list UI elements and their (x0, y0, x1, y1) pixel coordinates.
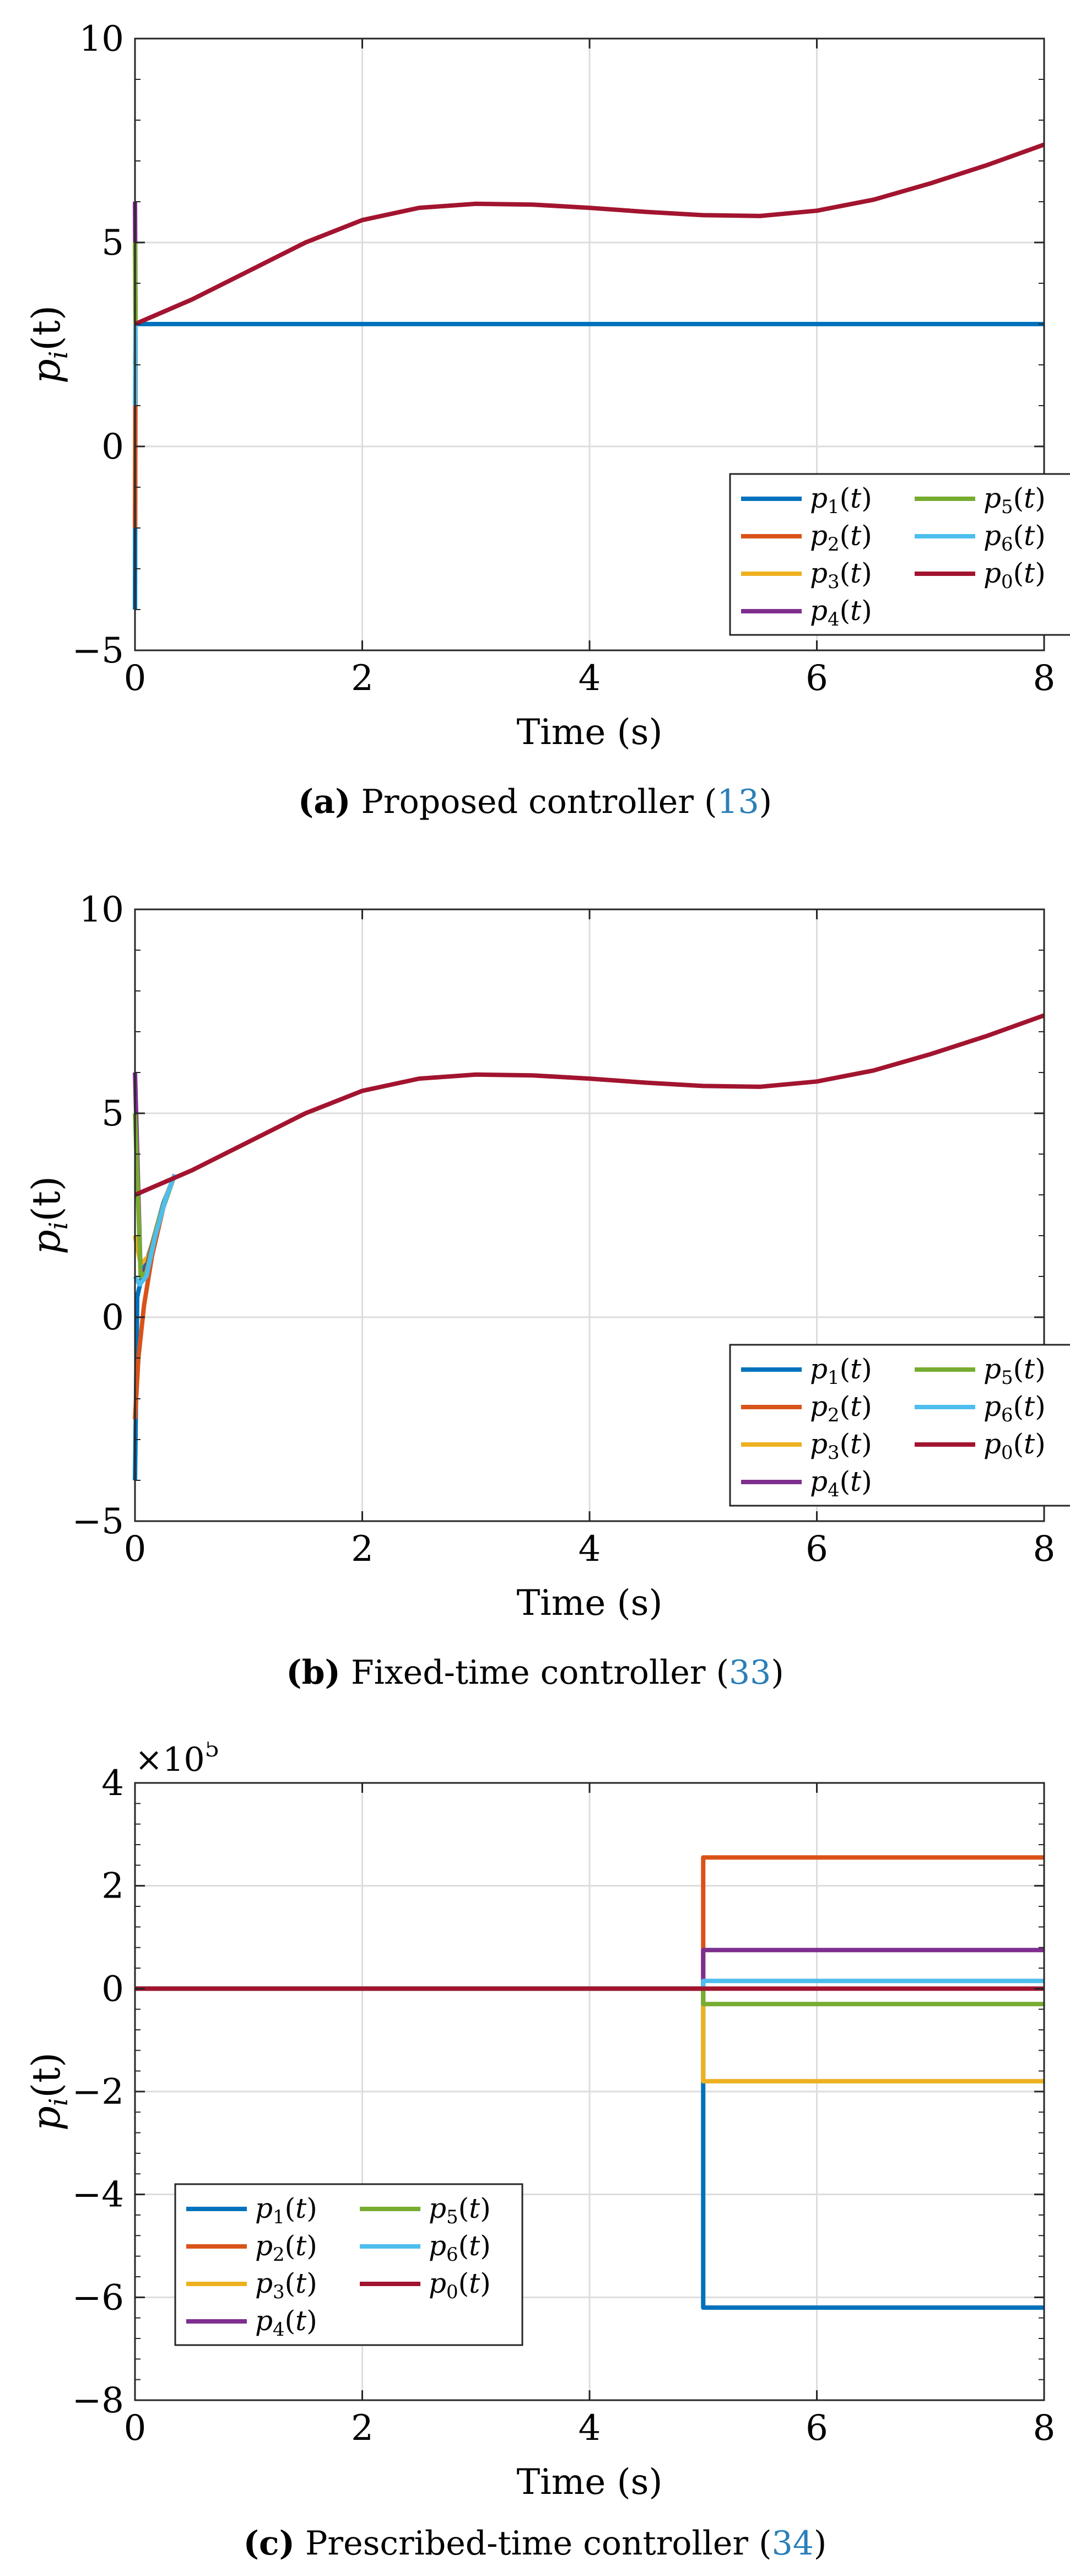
panel-a: 0 2 4 6 8 −5 0 5 10 Time (s) pi(t) p1(t) p2(t) p3(t) p… (0, 0, 1070, 860)
x-axis-label: Time (s) (517, 2462, 663, 2503)
caption-c-text: Prescribed-time controller ( (294, 2524, 772, 2563)
caption-a-ref-link[interactable]: 13 (717, 783, 759, 821)
panel-c: 0 2 4 6 8 −8 −6 −4 −2 0 2 4 Time (s) pi(t) ×105 p1(t) p2… (0, 1742, 1070, 2576)
caption-b-label: (b) (286, 1653, 341, 1692)
caption-c-ref-link[interactable]: 34 (771, 2524, 814, 2563)
legend-entry-p3: p3(t) (810, 1428, 872, 1464)
x-tick-label: 6 (806, 1529, 828, 1570)
legend-entry-p3: p3(t) (810, 557, 872, 593)
x-tick-label: 8 (1033, 2408, 1056, 2449)
legend-entry-p5: p5(t) (983, 1353, 1046, 1389)
y-tick-label: 0 (101, 1969, 124, 2009)
y-tick-label: 4 (101, 1763, 124, 1804)
x-tick-label: 2 (351, 1529, 374, 1570)
x-axis-label: Time (s) (517, 712, 663, 753)
y-tick-label: 5 (101, 1093, 124, 1134)
caption-c: (c) Prescribed-time controller (34) (0, 2524, 1070, 2563)
legend-entry-p0: p0(t) (983, 557, 1046, 593)
x-tick-label: 4 (579, 2408, 601, 2449)
legend-entry-p1: p1(t) (810, 482, 872, 518)
y-tick-label: −8 (72, 2380, 124, 2421)
y-axis-label: pi(t) (24, 305, 73, 384)
y-tick-label: 2 (101, 1866, 124, 1907)
y-tick-label: −6 (72, 2277, 124, 2318)
y-tick-label: −5 (72, 630, 124, 671)
x-axis-label: Time (s) (517, 1583, 663, 1624)
caption-c-close: ) (813, 2524, 827, 2563)
x-tick-label: 4 (579, 658, 601, 699)
y-axis-label: pi(t) (24, 2052, 73, 2131)
x-tick-label: 4 (579, 1529, 601, 1570)
y-multiplier: ×105 (135, 1742, 219, 1779)
legend-entry-p3: p3(t) (255, 2267, 317, 2303)
legend-entry-p1: p1(t) (255, 2192, 317, 2228)
caption-a: (a) Proposed controller (13) (0, 783, 1070, 821)
legend-entry-p6: p6(t) (429, 2230, 491, 2266)
legend-entry-p5: p5(t) (429, 2192, 491, 2228)
y-tick-label: −4 (72, 2175, 124, 2216)
legend-entry-p2: p2(t) (810, 1391, 872, 1426)
legend-entry-p0: p0(t) (983, 1428, 1046, 1464)
x-tick-label: 0 (124, 658, 147, 699)
series-line-p6 (133, 1173, 177, 1287)
series-line-p0 (134, 1013, 1045, 1197)
x-tick-label: 2 (351, 658, 374, 699)
caption-b: (b) Fixed-time controller (33) (0, 1653, 1070, 1692)
caption-b-text: Fixed-time controller ( (340, 1653, 729, 1692)
caption-a-label: (a) (298, 783, 351, 821)
legend-entry-p4: p4(t) (255, 2305, 317, 2341)
legend-entry-p0: p0(t) (429, 2267, 491, 2303)
caption-b-ref-link[interactable]: 33 (728, 1653, 771, 1692)
y-tick-label: 10 (79, 890, 124, 930)
legend-entry-p2: p2(t) (255, 2230, 317, 2266)
x-tick-label: 2 (351, 2408, 374, 2449)
y-tick-label: 0 (101, 1297, 124, 1338)
x-tick-label: 8 (1033, 658, 1056, 699)
y-axis-label: pi(t) (24, 1176, 73, 1254)
y-tick-label: −2 (72, 2072, 124, 2112)
y-tick-label: −5 (72, 1501, 124, 1542)
y-tick-label: 5 (101, 223, 124, 263)
legend-entry-p5: p5(t) (983, 482, 1046, 518)
legend-entry-p4: p4(t) (810, 1465, 872, 1501)
x-tick-label: 0 (124, 1529, 147, 1570)
chart-c: 0 2 4 6 8 −8 −6 −4 −2 0 2 4 Time (s) pi(t) ×105 p1(t)p2… (24, 1742, 1056, 2503)
caption-c-label: (c) (243, 2524, 295, 2563)
legend-entry-p4: p4(t) (810, 595, 872, 630)
x-tick-label: 6 (806, 2408, 828, 2449)
legend-entry-p2: p2(t) (810, 520, 872, 556)
x-tick-label: 8 (1033, 1529, 1056, 1570)
y-tick-label: 0 (101, 427, 124, 467)
legend-entry-p6: p6(t) (983, 1391, 1046, 1426)
x-tick-label: 0 (124, 2408, 147, 2449)
y-tick-label: 10 (79, 19, 124, 60)
panel-b: 0 2 4 6 8 −5 0 5 10 Time (s) pi(t) p1(t) p2(t) p3(t) p… (0, 871, 1070, 1731)
legend-entry-p1: p1(t) (810, 1353, 872, 1389)
caption-b-close: ) (771, 1653, 784, 1692)
legend-entry-p6: p6(t) (983, 520, 1046, 556)
x-tick-label: 6 (806, 658, 828, 699)
caption-a-close: ) (759, 783, 772, 821)
series-line-p0 (134, 142, 1045, 326)
caption-a-text: Proposed controller ( (350, 783, 717, 821)
